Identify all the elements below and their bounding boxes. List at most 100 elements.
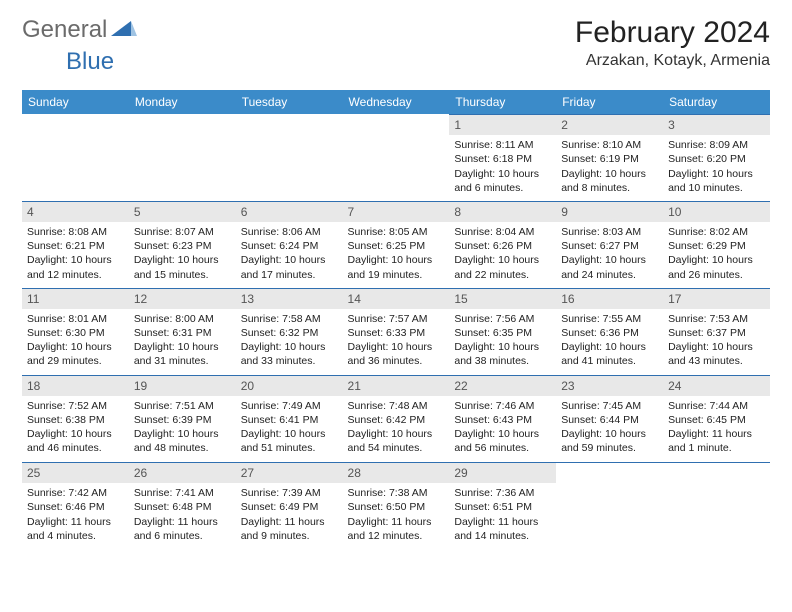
- sunset-line: Sunset: 6:27 PM: [561, 239, 658, 253]
- day-number: 1: [449, 114, 556, 135]
- calendar-day-cell: 11Sunrise: 8:01 AMSunset: 6:30 PMDayligh…: [22, 288, 129, 375]
- sunrise-line: Sunrise: 7:46 AM: [454, 399, 551, 413]
- calendar-empty-cell: [343, 114, 450, 201]
- sunset-line: Sunset: 6:46 PM: [27, 500, 124, 514]
- sunrise-line: Sunrise: 7:58 AM: [241, 312, 338, 326]
- daylight-line-1: Daylight: 10 hours: [454, 167, 551, 181]
- sunrise-line: Sunrise: 7:45 AM: [561, 399, 658, 413]
- daylight-line-2: and 48 minutes.: [134, 441, 231, 455]
- sunset-line: Sunset: 6:21 PM: [27, 239, 124, 253]
- day-number: 13: [236, 288, 343, 309]
- daylight-line-2: and 43 minutes.: [668, 354, 765, 368]
- daylight-line-1: Daylight: 10 hours: [561, 167, 658, 181]
- sunset-line: Sunset: 6:38 PM: [27, 413, 124, 427]
- daylight-line-2: and 26 minutes.: [668, 268, 765, 282]
- day-detail: Sunrise: 7:48 AMSunset: 6:42 PMDaylight:…: [343, 396, 450, 462]
- calendar-empty-cell: [22, 114, 129, 201]
- daylight-line-2: and 4 minutes.: [27, 529, 124, 543]
- weekday-header: Friday: [556, 90, 663, 114]
- day-detail: Sunrise: 8:03 AMSunset: 6:27 PMDaylight:…: [556, 222, 663, 288]
- sunset-line: Sunset: 6:43 PM: [454, 413, 551, 427]
- day-detail: Sunrise: 7:36 AMSunset: 6:51 PMDaylight:…: [449, 483, 556, 549]
- daylight-line-2: and 15 minutes.: [134, 268, 231, 282]
- calendar-empty-cell: [129, 114, 236, 201]
- sunrise-line: Sunrise: 8:01 AM: [27, 312, 124, 326]
- weekday-header: Monday: [129, 90, 236, 114]
- day-number: 12: [129, 288, 236, 309]
- weekday-header: Wednesday: [343, 90, 450, 114]
- day-number: 29: [449, 462, 556, 483]
- calendar-day-cell: 3Sunrise: 8:09 AMSunset: 6:20 PMDaylight…: [663, 114, 770, 201]
- calendar-day-cell: 20Sunrise: 7:49 AMSunset: 6:41 PMDayligh…: [236, 375, 343, 462]
- sunset-line: Sunset: 6:19 PM: [561, 152, 658, 166]
- sunrise-line: Sunrise: 8:09 AM: [668, 138, 765, 152]
- sunset-line: Sunset: 6:51 PM: [454, 500, 551, 514]
- sunset-line: Sunset: 6:48 PM: [134, 500, 231, 514]
- daylight-line-1: Daylight: 10 hours: [348, 253, 445, 267]
- day-number: 20: [236, 375, 343, 396]
- daylight-line-1: Daylight: 10 hours: [134, 427, 231, 441]
- daylight-line-2: and 12 minutes.: [27, 268, 124, 282]
- day-detail: Sunrise: 7:42 AMSunset: 6:46 PMDaylight:…: [22, 483, 129, 549]
- day-number: 25: [22, 462, 129, 483]
- day-detail: Sunrise: 8:10 AMSunset: 6:19 PMDaylight:…: [556, 135, 663, 201]
- daylight-line-2: and 6 minutes.: [134, 529, 231, 543]
- calendar-row: 1Sunrise: 8:11 AMSunset: 6:18 PMDaylight…: [22, 114, 770, 201]
- day-detail: Sunrise: 8:09 AMSunset: 6:20 PMDaylight:…: [663, 135, 770, 201]
- daylight-line-1: Daylight: 11 hours: [454, 515, 551, 529]
- daylight-line-1: Daylight: 10 hours: [454, 253, 551, 267]
- calendar-day-cell: 6Sunrise: 8:06 AMSunset: 6:24 PMDaylight…: [236, 201, 343, 288]
- day-number: 26: [129, 462, 236, 483]
- sunset-line: Sunset: 6:36 PM: [561, 326, 658, 340]
- day-detail: Sunrise: 7:39 AMSunset: 6:49 PMDaylight:…: [236, 483, 343, 549]
- calendar-day-cell: 27Sunrise: 7:39 AMSunset: 6:49 PMDayligh…: [236, 462, 343, 549]
- sunset-line: Sunset: 6:30 PM: [27, 326, 124, 340]
- daylight-line-1: Daylight: 10 hours: [668, 167, 765, 181]
- daylight-line-2: and 41 minutes.: [561, 354, 658, 368]
- day-detail: Sunrise: 7:55 AMSunset: 6:36 PMDaylight:…: [556, 309, 663, 375]
- page-title: February 2024: [575, 16, 770, 50]
- daylight-line-1: Daylight: 10 hours: [27, 427, 124, 441]
- daylight-line-2: and 17 minutes.: [241, 268, 338, 282]
- weekday-header: Sunday: [22, 90, 129, 114]
- daylight-line-1: Daylight: 10 hours: [27, 340, 124, 354]
- sunrise-line: Sunrise: 7:39 AM: [241, 486, 338, 500]
- calendar-day-cell: 18Sunrise: 7:52 AMSunset: 6:38 PMDayligh…: [22, 375, 129, 462]
- day-detail: Sunrise: 7:45 AMSunset: 6:44 PMDaylight:…: [556, 396, 663, 462]
- sunrise-line: Sunrise: 7:57 AM: [348, 312, 445, 326]
- sunset-line: Sunset: 6:37 PM: [668, 326, 765, 340]
- day-number: 15: [449, 288, 556, 309]
- calendar-day-cell: 15Sunrise: 7:56 AMSunset: 6:35 PMDayligh…: [449, 288, 556, 375]
- calendar-day-cell: 13Sunrise: 7:58 AMSunset: 6:32 PMDayligh…: [236, 288, 343, 375]
- daylight-line-1: Daylight: 10 hours: [134, 340, 231, 354]
- day-number: 10: [663, 201, 770, 222]
- sunrise-line: Sunrise: 7:56 AM: [454, 312, 551, 326]
- daylight-line-1: Daylight: 10 hours: [348, 340, 445, 354]
- day-number: 16: [556, 288, 663, 309]
- sunrise-line: Sunrise: 8:04 AM: [454, 225, 551, 239]
- logo-text-blue: Blue: [66, 48, 114, 76]
- sunrise-line: Sunrise: 8:10 AM: [561, 138, 658, 152]
- weekday-header: Saturday: [663, 90, 770, 114]
- calendar-header-row: SundayMondayTuesdayWednesdayThursdayFrid…: [22, 90, 770, 114]
- daylight-line-1: Daylight: 10 hours: [27, 253, 124, 267]
- sunset-line: Sunset: 6:29 PM: [668, 239, 765, 253]
- daylight-line-1: Daylight: 10 hours: [561, 340, 658, 354]
- day-number: 23: [556, 375, 663, 396]
- day-detail: Sunrise: 7:38 AMSunset: 6:50 PMDaylight:…: [343, 483, 450, 549]
- sunrise-line: Sunrise: 8:00 AM: [134, 312, 231, 326]
- calendar-day-cell: 1Sunrise: 8:11 AMSunset: 6:18 PMDaylight…: [449, 114, 556, 201]
- sunrise-line: Sunrise: 7:48 AM: [348, 399, 445, 413]
- sunset-line: Sunset: 6:44 PM: [561, 413, 658, 427]
- daylight-line-1: Daylight: 10 hours: [668, 253, 765, 267]
- day-number: 19: [129, 375, 236, 396]
- daylight-line-2: and 14 minutes.: [454, 529, 551, 543]
- daylight-line-1: Daylight: 10 hours: [668, 340, 765, 354]
- sunrise-line: Sunrise: 8:06 AM: [241, 225, 338, 239]
- day-number: 4: [22, 201, 129, 222]
- daylight-line-1: Daylight: 10 hours: [454, 340, 551, 354]
- day-detail: Sunrise: 8:08 AMSunset: 6:21 PMDaylight:…: [22, 222, 129, 288]
- sunset-line: Sunset: 6:18 PM: [454, 152, 551, 166]
- calendar-day-cell: 2Sunrise: 8:10 AMSunset: 6:19 PMDaylight…: [556, 114, 663, 201]
- sunset-line: Sunset: 6:31 PM: [134, 326, 231, 340]
